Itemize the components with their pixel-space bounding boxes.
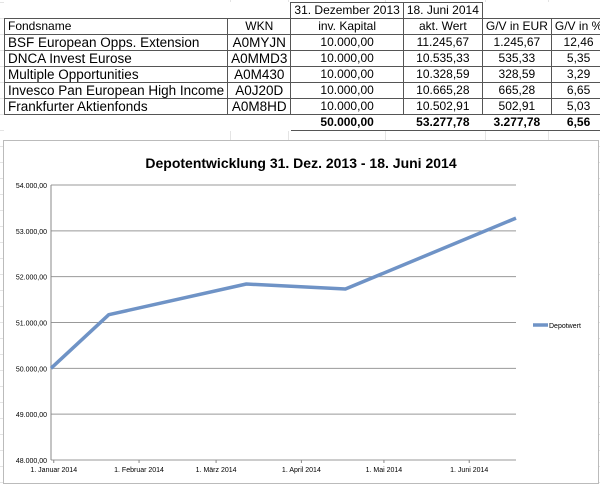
wkn-cell[interactable]: A0M8HD xyxy=(228,99,291,115)
x-tick-label: 1. April 2014 xyxy=(282,467,321,474)
fund-name-cell[interactable]: Frankfurter Aktienfonds xyxy=(5,99,228,115)
wkn-cell[interactable]: A0MYJN xyxy=(228,35,291,51)
date-header-start[interactable]: 31. Dezember 2013 xyxy=(291,3,403,19)
column-header[interactable]: akt. Wert xyxy=(403,19,482,35)
column-header[interactable]: inv. Kapital xyxy=(291,19,403,35)
invested-cell[interactable]: 10.000,00 xyxy=(291,67,403,83)
chart-title: Depotentwicklung 31. Dez. 2013 - 18. Jun… xyxy=(145,155,456,171)
total-gain-eur[interactable]: 3.277,78 xyxy=(482,115,551,131)
y-tick-label: 49.000,00 xyxy=(16,412,47,419)
current-value-cell[interactable]: 11.245,67 xyxy=(403,35,482,51)
fund-table: 31. Dezember 2013 18. Juni 2014 Fondsnam… xyxy=(4,2,600,131)
x-tick-label: 1. März 2014 xyxy=(196,467,237,474)
gain-pct-cell[interactable]: 12,46 xyxy=(551,35,600,51)
invested-cell[interactable]: 10.000,00 xyxy=(291,99,403,115)
date-header-end[interactable]: 18. Juni 2014 xyxy=(403,3,482,19)
wkn-cell[interactable]: A0M430 xyxy=(228,67,291,83)
gain-eur-cell[interactable]: 535,33 xyxy=(482,51,551,67)
gain-pct-cell[interactable]: 5,35 xyxy=(551,51,600,67)
depot-chart[interactable]: Depotentwicklung 31. Dez. 2013 - 18. Jun… xyxy=(3,140,599,484)
gain-eur-cell[interactable]: 665,28 xyxy=(482,83,551,99)
y-tick-label: 51.000,00 xyxy=(16,321,47,328)
fund-name-cell[interactable]: DNCA Invest Eurose xyxy=(5,51,228,67)
gain-pct-cell[interactable]: 5,03 xyxy=(551,99,600,115)
total-value[interactable]: 53.277,78 xyxy=(403,115,482,131)
y-tick-label: 53.000,00 xyxy=(16,229,47,236)
legend-label: Depotwert xyxy=(549,323,581,330)
gain-eur-cell[interactable]: 502,91 xyxy=(482,99,551,115)
column-header[interactable]: G/V in % xyxy=(551,19,600,35)
column-header[interactable]: G/V in EUR xyxy=(482,19,551,35)
chart-svg: Depotentwicklung 31. Dez. 2013 - 18. Jun… xyxy=(4,141,598,483)
total-invested[interactable]: 50.000,00 xyxy=(291,115,403,131)
y-tick-label: 52.000,00 xyxy=(16,275,47,282)
total-gain-pct[interactable]: 6,56 xyxy=(551,115,600,131)
x-tick-label: 1. Mai 2014 xyxy=(366,467,403,474)
current-value-cell[interactable]: 10.328,59 xyxy=(403,67,482,83)
invested-cell[interactable]: 10.000,00 xyxy=(291,51,403,67)
current-value-cell[interactable]: 10.502,91 xyxy=(403,99,482,115)
wkn-cell[interactable]: A0MMD3 xyxy=(228,51,291,67)
y-tick-label: 50.000,00 xyxy=(16,366,47,373)
fund-name-cell[interactable]: BSF European Opps. Extension xyxy=(5,35,228,51)
invested-cell[interactable]: 10.000,00 xyxy=(291,83,403,99)
depotwert-line[interactable] xyxy=(51,218,516,368)
y-tick-label: 48.000,00 xyxy=(16,458,47,465)
gain-pct-cell[interactable]: 6,65 xyxy=(551,83,600,99)
wkn-cell[interactable]: A0J20D xyxy=(228,83,291,99)
x-tick-label: 1. Januar 2014 xyxy=(30,467,77,474)
column-header[interactable]: WKN xyxy=(228,19,291,35)
column-header[interactable]: Fondsname xyxy=(5,19,228,35)
fund-name-cell[interactable]: Multiple Opportunities xyxy=(5,67,228,83)
invested-cell[interactable]: 10.000,00 xyxy=(291,35,403,51)
gain-eur-cell[interactable]: 1.245,67 xyxy=(482,35,551,51)
gain-pct-cell[interactable]: 3,29 xyxy=(551,67,600,83)
x-tick-label: 1. Februar 2014 xyxy=(114,467,164,474)
y-tick-label: 54.000,00 xyxy=(16,183,47,190)
gain-eur-cell[interactable]: 328,59 xyxy=(482,67,551,83)
current-value-cell[interactable]: 10.665,28 xyxy=(403,83,482,99)
current-value-cell[interactable]: 10.535,33 xyxy=(403,51,482,67)
x-tick-label: 1. Juni 2014 xyxy=(450,467,488,474)
fund-name-cell[interactable]: Invesco Pan European High Income xyxy=(5,83,228,99)
